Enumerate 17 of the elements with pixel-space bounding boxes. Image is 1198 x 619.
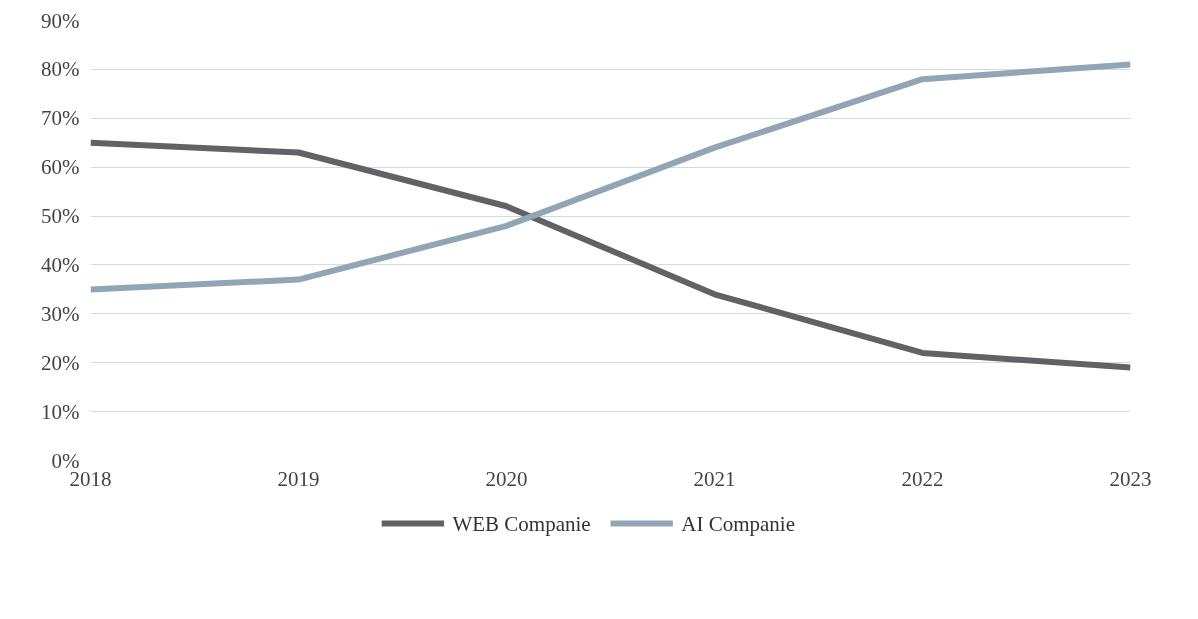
y-tick-label: 80%: [41, 57, 80, 82]
y-tick-label: 10%: [41, 399, 80, 424]
y-tick-label: 70%: [41, 106, 80, 131]
y-tick-label: 50%: [41, 204, 80, 229]
y-tick-label: 0%: [51, 448, 80, 473]
x-tick-label: 2019: [277, 466, 320, 491]
y-tick-label: 30%: [41, 301, 80, 326]
legend-label: AI Companie: [681, 511, 795, 536]
x-tick-label: 2020: [485, 466, 528, 491]
x-tick-label: 2021: [693, 466, 736, 491]
y-tick-label: 90%: [41, 8, 80, 33]
legend-label: WEB Companie: [452, 511, 591, 536]
x-tick-label: 2023: [1109, 466, 1152, 491]
x-tick-label: 2022: [901, 466, 944, 491]
y-tick-label: 60%: [41, 155, 80, 180]
y-tick-label: 40%: [41, 252, 80, 277]
y-tick-label: 20%: [41, 350, 80, 375]
